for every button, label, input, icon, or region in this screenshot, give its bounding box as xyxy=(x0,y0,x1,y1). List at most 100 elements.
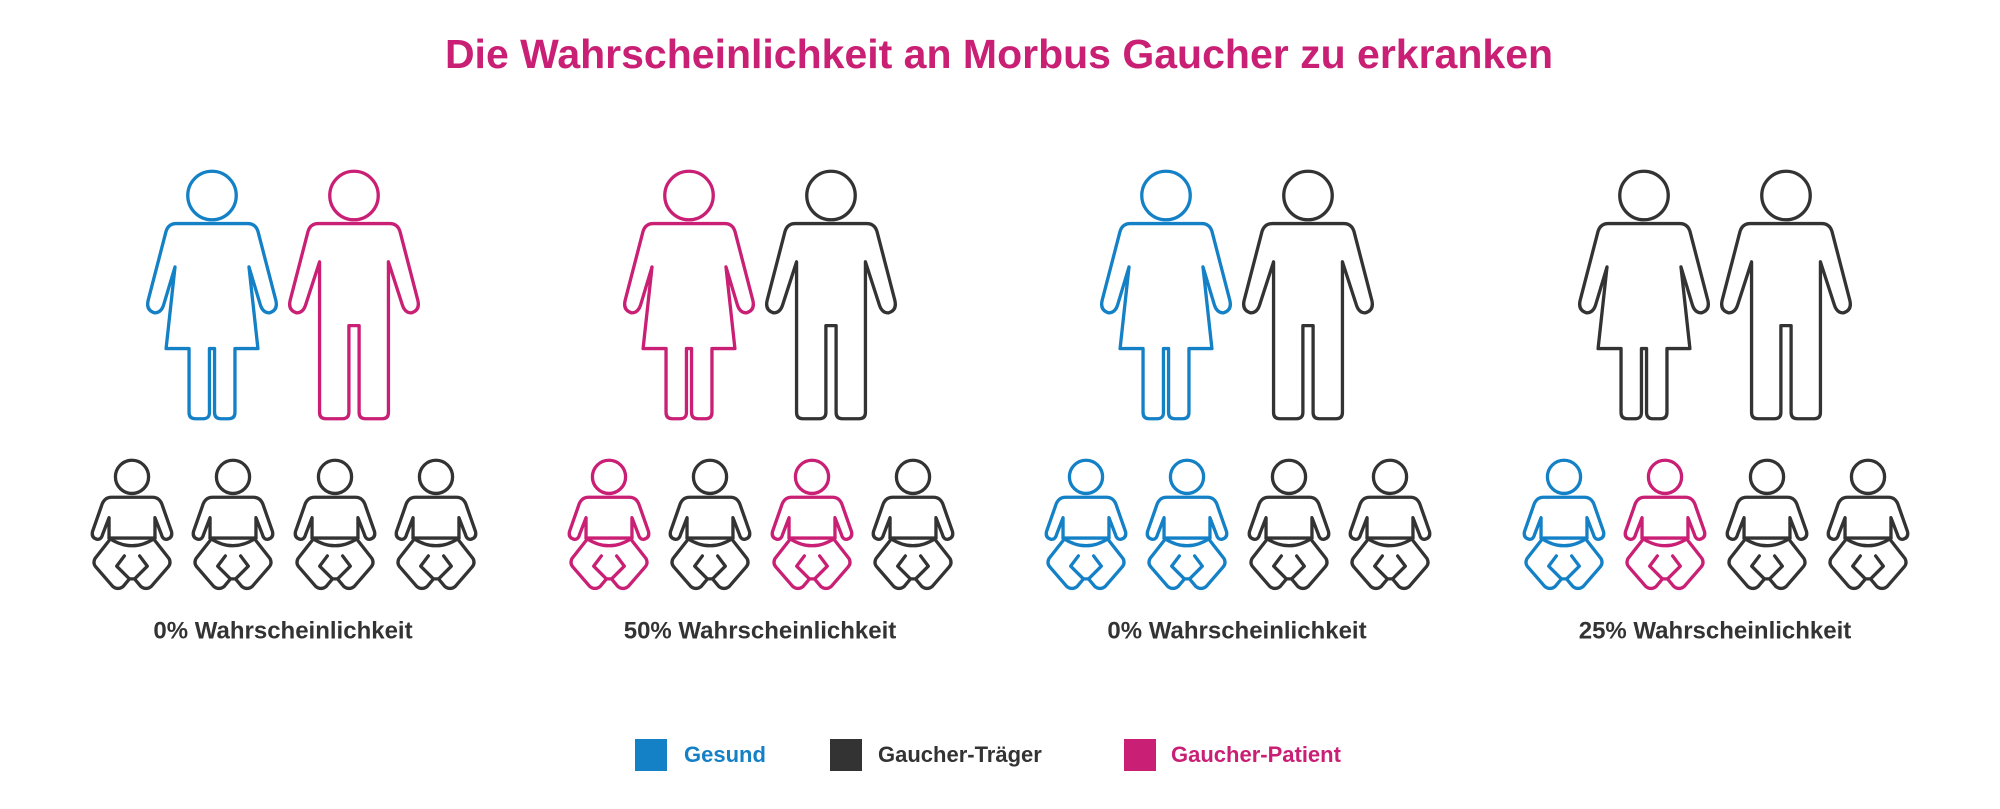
body xyxy=(1725,495,1809,542)
legend-label: Gaucher-Träger xyxy=(878,742,1042,767)
body xyxy=(873,538,913,591)
legend-label: Gesund xyxy=(684,742,766,767)
body xyxy=(670,538,710,591)
body xyxy=(92,538,132,591)
body xyxy=(1828,538,1868,591)
body xyxy=(1868,538,1908,591)
body xyxy=(569,538,609,591)
body xyxy=(394,495,478,542)
body xyxy=(871,495,955,542)
body xyxy=(1640,536,1690,548)
body xyxy=(812,538,852,591)
head xyxy=(590,458,628,496)
body xyxy=(208,536,258,548)
child-figure xyxy=(1348,458,1432,591)
body xyxy=(584,536,634,548)
child-figure xyxy=(293,458,377,591)
body xyxy=(411,536,461,548)
body xyxy=(1145,495,1229,542)
body xyxy=(1264,536,1314,548)
body xyxy=(1046,538,1086,591)
head xyxy=(1545,458,1583,496)
body xyxy=(288,221,420,421)
legend-swatch xyxy=(1124,739,1156,771)
body xyxy=(1524,538,1564,591)
head xyxy=(1646,458,1684,496)
body xyxy=(1720,221,1852,421)
body xyxy=(770,495,854,542)
body xyxy=(1044,495,1128,542)
child-figure xyxy=(90,458,174,591)
legend-swatch xyxy=(830,739,862,771)
body xyxy=(772,538,812,591)
head xyxy=(1371,458,1409,496)
mother-figure xyxy=(623,169,755,421)
body xyxy=(1578,221,1710,421)
legend-swatch xyxy=(635,739,667,771)
body xyxy=(1289,538,1329,591)
head xyxy=(316,458,354,496)
child-figure xyxy=(1826,458,1910,591)
body xyxy=(888,536,938,548)
body xyxy=(90,495,174,542)
body xyxy=(1522,495,1606,542)
group-label: 0% Wahrscheinlichkeit xyxy=(1107,617,1366,644)
body xyxy=(1564,538,1604,591)
body xyxy=(710,538,750,591)
body xyxy=(1767,538,1807,591)
head xyxy=(1140,169,1192,222)
head xyxy=(1748,458,1786,496)
body xyxy=(1350,538,1390,591)
father-figure xyxy=(1720,169,1852,421)
head xyxy=(1618,169,1670,222)
body xyxy=(146,221,278,421)
body xyxy=(293,495,377,542)
body xyxy=(913,538,953,591)
body xyxy=(191,495,275,542)
head xyxy=(663,169,715,222)
body xyxy=(1242,221,1374,421)
mother-figure xyxy=(146,169,278,421)
father-figure xyxy=(1242,169,1374,421)
body xyxy=(1625,538,1665,591)
child-figure xyxy=(1522,458,1606,591)
child-figure xyxy=(1725,458,1809,591)
body xyxy=(193,538,233,591)
body xyxy=(623,221,755,421)
group-label: 25% Wahrscheinlichkeit xyxy=(1579,617,1852,644)
head xyxy=(113,458,151,496)
body xyxy=(310,536,360,548)
head xyxy=(691,458,729,496)
body xyxy=(1742,536,1792,548)
head xyxy=(793,458,831,496)
body xyxy=(1826,495,1910,542)
body xyxy=(295,538,335,591)
body xyxy=(107,536,157,548)
child-figure xyxy=(394,458,478,591)
body xyxy=(609,538,649,591)
title: Die Wahrscheinlichkeit an Morbus Gaucher… xyxy=(445,31,1553,77)
head xyxy=(1270,458,1308,496)
body xyxy=(1843,536,1893,548)
body xyxy=(685,536,735,548)
body xyxy=(132,538,172,591)
child-figure xyxy=(191,458,275,591)
mother-figure xyxy=(1100,169,1232,421)
body xyxy=(1162,536,1212,548)
body xyxy=(1623,495,1707,542)
body xyxy=(1061,536,1111,548)
head xyxy=(417,458,455,496)
head xyxy=(805,169,857,222)
father-figure xyxy=(288,169,420,421)
body xyxy=(396,538,436,591)
legend-label: Gaucher-Patient xyxy=(1171,742,1342,767)
head xyxy=(1282,169,1334,222)
body xyxy=(567,495,651,542)
body xyxy=(233,538,273,591)
child-figure xyxy=(1623,458,1707,591)
body xyxy=(1539,536,1589,548)
body xyxy=(1727,538,1767,591)
mother-figure xyxy=(1578,169,1710,421)
